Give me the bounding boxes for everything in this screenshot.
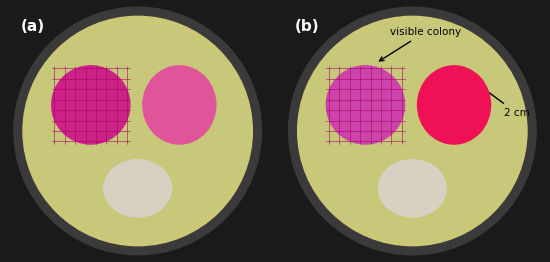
Ellipse shape (326, 66, 404, 144)
Ellipse shape (417, 66, 491, 144)
Ellipse shape (27, 20, 249, 242)
Ellipse shape (104, 160, 172, 217)
Ellipse shape (23, 16, 252, 246)
Text: (a): (a) (20, 19, 45, 34)
Ellipse shape (289, 7, 536, 255)
Ellipse shape (143, 66, 216, 144)
Ellipse shape (301, 20, 523, 242)
Ellipse shape (378, 160, 446, 217)
Text: 2 cm: 2 cm (481, 87, 529, 118)
Ellipse shape (52, 66, 130, 144)
Text: visible colony: visible colony (379, 27, 461, 61)
Ellipse shape (298, 16, 527, 246)
Text: (b): (b) (295, 19, 320, 34)
Ellipse shape (14, 7, 261, 255)
